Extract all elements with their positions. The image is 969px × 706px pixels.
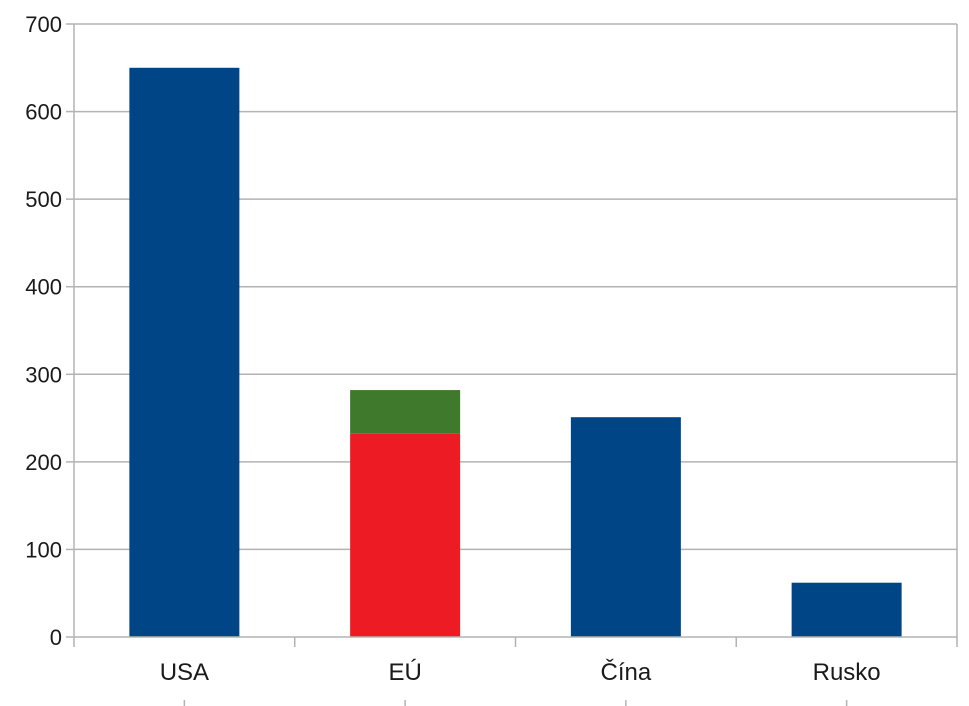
x-category-label: EÚ: [388, 659, 421, 686]
x-category-label: Čína: [601, 658, 652, 686]
bar-USA: [129, 67, 240, 638]
y-tick-label: 700: [25, 12, 62, 37]
y-tick-label: 300: [25, 362, 62, 387]
x-category-label: USA: [160, 659, 209, 686]
y-tick-label: 400: [25, 275, 62, 300]
y-tick-label: 500: [25, 187, 62, 212]
y-tick-label: 100: [25, 537, 62, 562]
bar-Čína: [570, 417, 681, 637]
bar-EÚ: [350, 390, 461, 434]
y-tick-label: 0: [50, 625, 62, 650]
axes: [73, 24, 958, 706]
bar-Rusko: [791, 582, 902, 637]
bar-EÚ: [350, 433, 461, 637]
y-tick-label: 200: [25, 450, 62, 475]
y-tick-labels: 0 100 200 300 400 500 600 700: [25, 12, 62, 650]
x-tick-labels: USA EÚ Čína Rusko: [160, 658, 881, 686]
bars: [129, 67, 902, 638]
y-tick-label: 600: [25, 100, 62, 125]
x-category-label: Rusko: [813, 659, 881, 686]
